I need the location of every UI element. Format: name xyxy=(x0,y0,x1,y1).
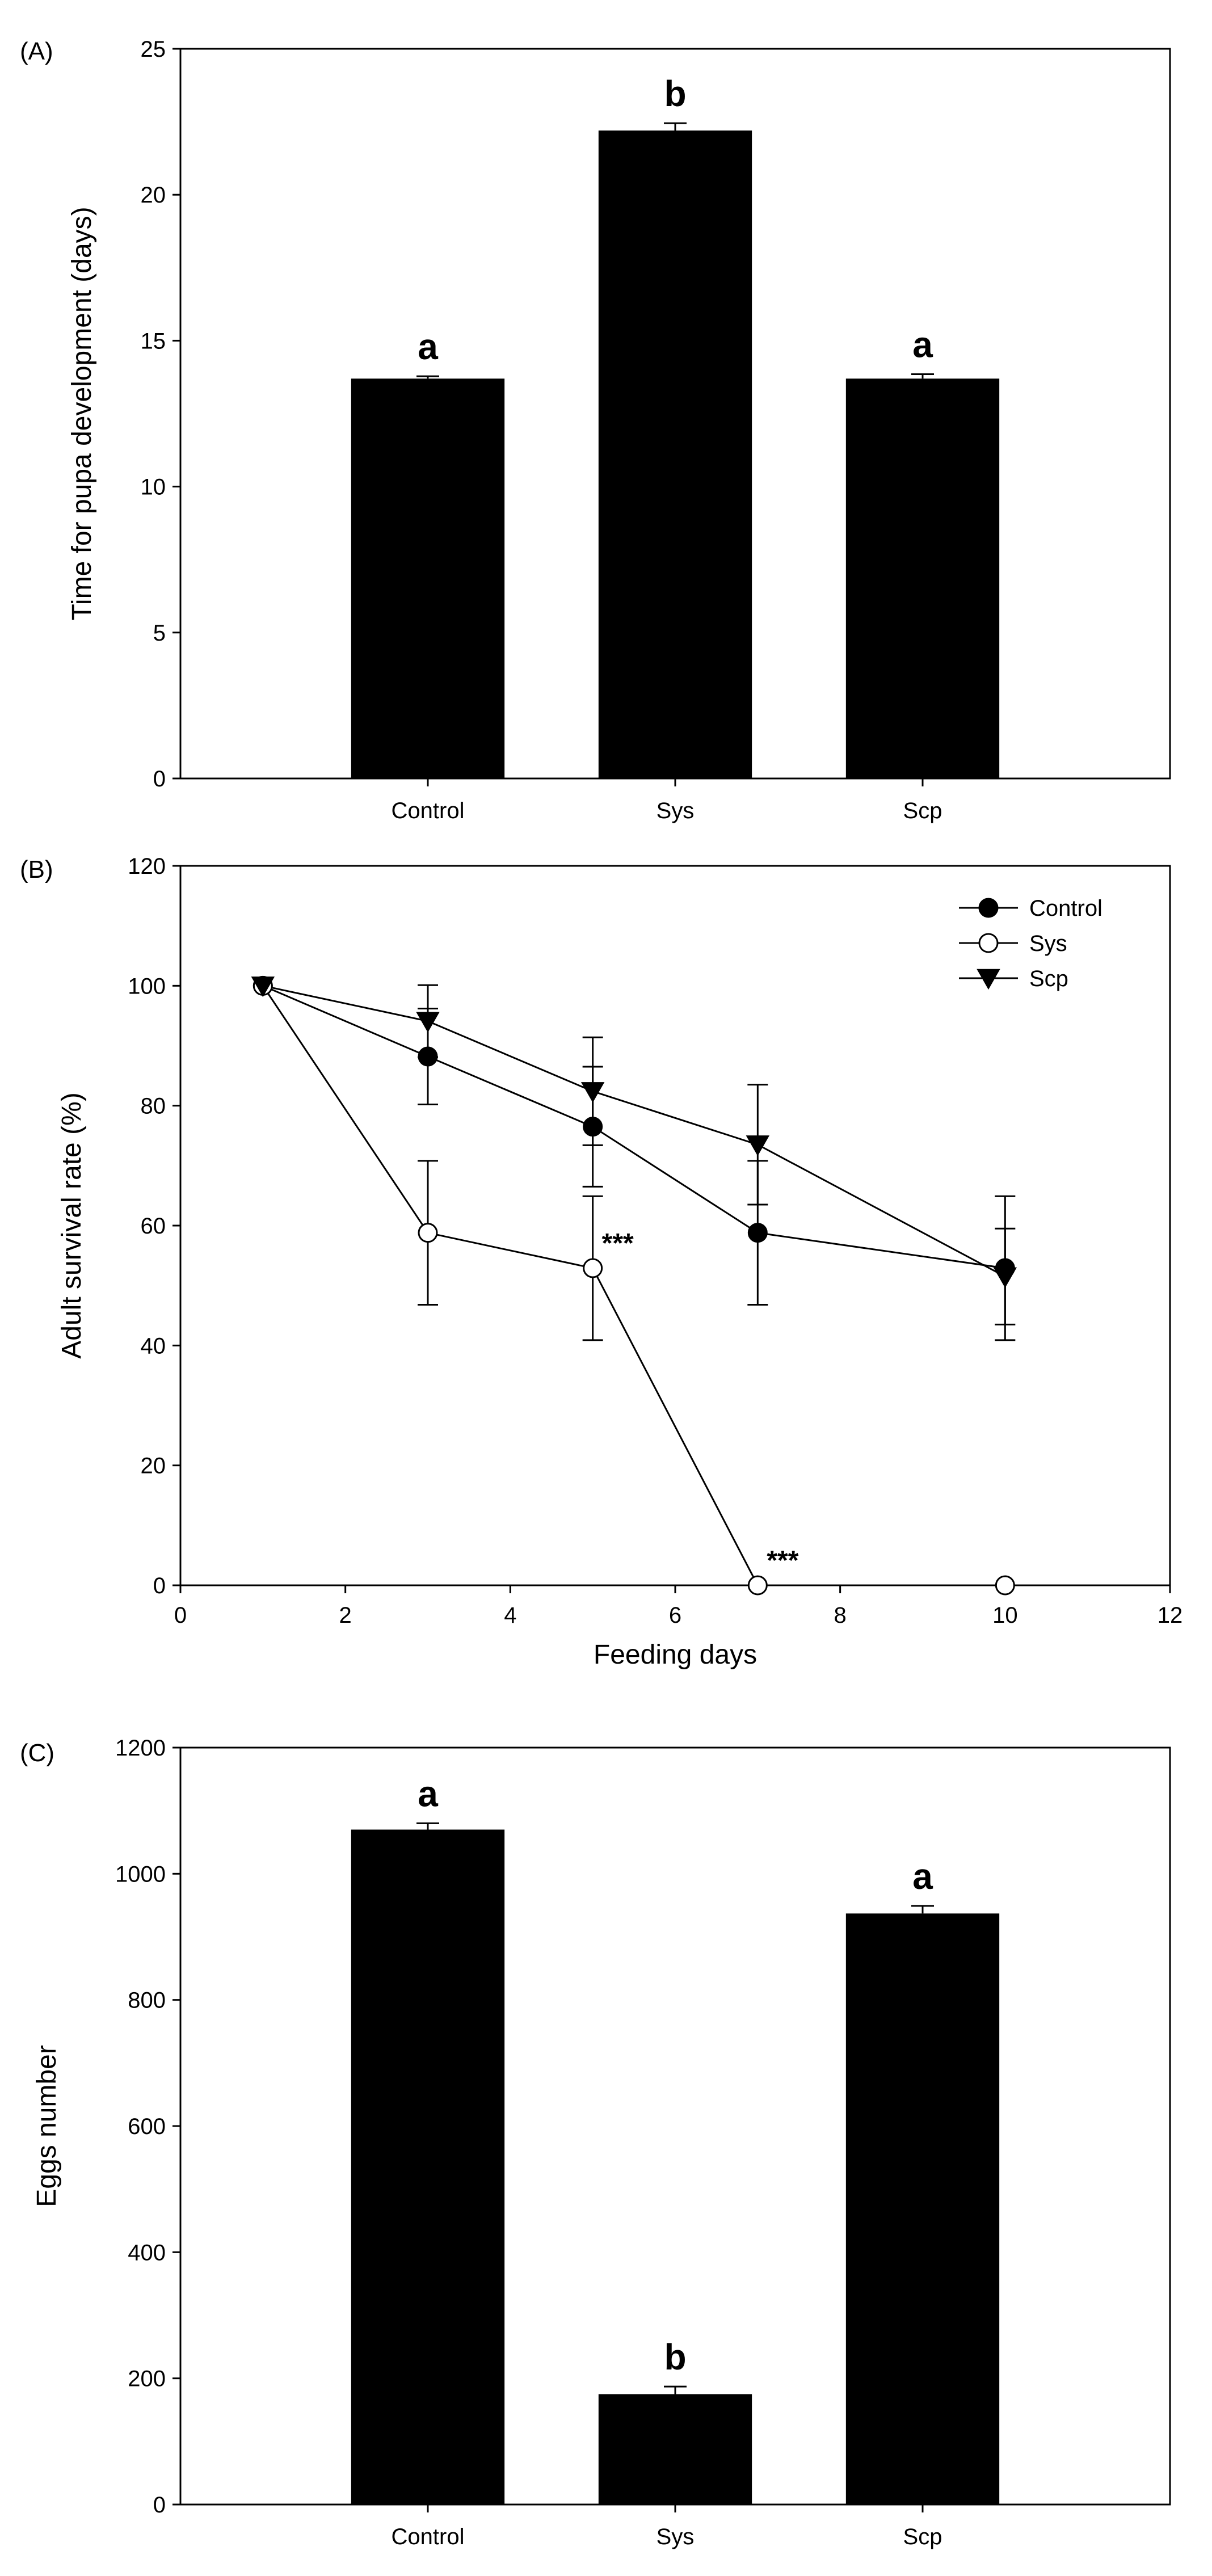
panel-c-y-tick-label: 1000 xyxy=(115,1862,166,1887)
panel-b-significance-stars: *** xyxy=(767,1546,798,1576)
panel-a-y-tick-label: 5 xyxy=(153,621,166,646)
panel-b-significance-stars: *** xyxy=(602,1228,634,1258)
panel-a-bar-sys xyxy=(598,131,752,779)
panel-c-significance-label: a xyxy=(418,1773,438,1814)
panel-b-point-scp xyxy=(993,1267,1017,1288)
panel-a-bar-scp xyxy=(845,378,1000,778)
panel-b-point-control xyxy=(583,1117,603,1137)
panel-c-y-tick-label: 400 xyxy=(128,2240,166,2265)
panel-b-y-tick-label: 20 xyxy=(141,1454,166,1479)
panel-a-y-axis-title: Time for pupa development (days) xyxy=(67,207,97,620)
panel-a-x-tick-label: Sys xyxy=(657,798,695,823)
panel-c-bar-sys xyxy=(598,2394,752,2505)
panel-c-y-tick-label: 600 xyxy=(128,2114,166,2139)
panel-b-point-scp xyxy=(580,1082,605,1103)
panel-b-y-tick-label: 0 xyxy=(153,1573,166,1598)
panel-b-x-tick-label: 8 xyxy=(834,1603,847,1628)
panel-a-x-tick-label: Control xyxy=(392,798,465,823)
panel-b-y-axis-title: Adult survival rate (%) xyxy=(57,1092,87,1358)
panel-b-legend-marker-scp xyxy=(977,969,1000,990)
panel-b-x-tick-label: 0 xyxy=(174,1603,187,1628)
panel-a-y-tick-label: 10 xyxy=(141,475,166,500)
panel-b-y-tick-label: 80 xyxy=(141,1094,166,1119)
panel-b-legend-label: Sys xyxy=(1029,931,1067,956)
panel-c-y-tick-label: 800 xyxy=(128,1988,166,2013)
panel-c-x-tick-label: Scp xyxy=(903,2524,942,2549)
panel-b-x-axis-title: Feeding days xyxy=(594,1640,757,1670)
panel-b-point-sys xyxy=(995,1575,1015,1596)
panel-b-legend-label: Scp xyxy=(1029,966,1068,991)
panel-b-y-tick-label: 100 xyxy=(128,974,166,999)
panel-c-y-tick-label: 0 xyxy=(153,2493,166,2518)
panel-c-y-tick-label: 1200 xyxy=(115,1736,166,1761)
panel-b-x-tick-label: 10 xyxy=(992,1603,1018,1628)
panel-b-x-tick-label: 4 xyxy=(504,1603,516,1628)
panel-b-series-line-sys xyxy=(262,985,1005,1586)
panel-a-y-tick-label: 0 xyxy=(153,767,166,792)
panel-a-significance-label: a xyxy=(418,326,438,367)
panel-b-point-scp xyxy=(416,1012,440,1033)
panel-c-significance-label: b xyxy=(664,2337,686,2377)
panel-a-bar-chart: (A) 0 5 10 15 20 25 Control a Sys b Scp a Time for… xyxy=(20,37,1171,823)
panel-c-bar-scp xyxy=(845,1913,1000,2505)
panel-b-label: (B) xyxy=(20,856,53,883)
panel-b-x-tick-label: 12 xyxy=(1158,1603,1183,1628)
panel-b-legend-label: Control xyxy=(1029,896,1102,921)
panel-b-y-tick-label: 40 xyxy=(141,1333,166,1358)
panel-a-significance-label: b xyxy=(664,73,686,114)
panel-c-bar-chart: (C) 0 200 400 600 800 1000 1200 Control a Sys b Sc… xyxy=(20,1736,1171,2549)
panel-b-series-line-scp xyxy=(263,984,1006,1278)
panel-b-series-line-control xyxy=(262,984,1005,1269)
panel-a-y-tick-label: 15 xyxy=(141,329,166,353)
panel-b-x-tick-label: 6 xyxy=(669,1603,681,1628)
panel-b-legend-marker-sys xyxy=(978,933,999,953)
panel-b-plot-frame xyxy=(179,865,1171,1586)
panel-a-bar-control xyxy=(351,378,505,778)
panel-b-legend-marker-control xyxy=(978,898,999,918)
panel-c-x-tick-label: Sys xyxy=(657,2524,695,2549)
panel-a-label: (A) xyxy=(20,37,53,65)
panel-b-point-control xyxy=(418,1046,438,1067)
panel-b-point-sys xyxy=(418,1223,438,1243)
panel-a-x-tick-label: Scp xyxy=(903,798,942,823)
panel-b-point-sys xyxy=(747,1575,768,1596)
panel-b-y-tick-label: 120 xyxy=(128,854,166,879)
panel-c-y-tick-label: 200 xyxy=(128,2367,166,2392)
panel-c-significance-label: a xyxy=(912,1856,933,1897)
panel-c-x-tick-label: Control xyxy=(392,2524,465,2549)
panel-a-y-tick-label: 20 xyxy=(141,183,166,208)
panel-b-point-scp xyxy=(251,976,275,997)
panel-b-point-sys xyxy=(583,1258,603,1278)
panel-c-bar-control xyxy=(351,1829,505,2505)
panel-b-x-tick-label: 2 xyxy=(339,1603,352,1628)
panel-b-legend: Control Sys Scp xyxy=(959,896,1102,991)
panel-c-label: (C) xyxy=(20,1739,54,1767)
panel-c-y-axis-title: Eggs number xyxy=(32,2045,62,2207)
panel-a-y-tick-label: 25 xyxy=(141,37,166,62)
panel-b-y-tick-label: 60 xyxy=(141,1214,166,1239)
panel-b-point-scp xyxy=(746,1135,770,1156)
panel-a-significance-label: a xyxy=(912,325,933,365)
panel-b-point-control xyxy=(747,1223,768,1243)
